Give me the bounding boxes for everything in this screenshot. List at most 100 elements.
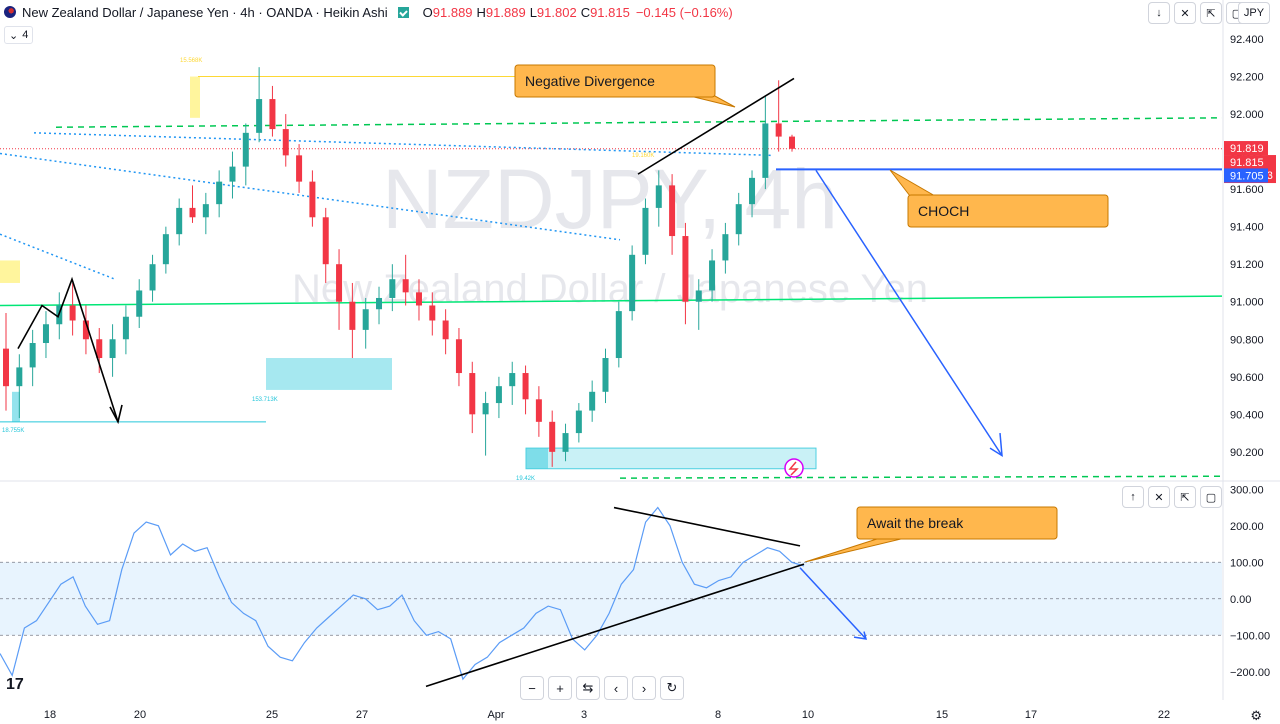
choch-tag-label: 91.705 <box>1230 170 1264 182</box>
candle-body <box>96 339 103 359</box>
candle-body <box>669 185 676 237</box>
price-tick-label: 91.400 <box>1230 222 1264 234</box>
price-tag-current: 91.819 <box>1230 143 1264 155</box>
candle-body <box>482 403 489 415</box>
candle <box>16 354 23 419</box>
gear-icon[interactable]: ⚙ <box>1250 708 1262 723</box>
candle <box>762 95 769 190</box>
candle-body <box>575 410 582 434</box>
candle <box>402 254 409 306</box>
symbol-title[interactable]: New Zealand Dollar / Japanese Yen · 4h ·… <box>22 4 388 20</box>
reset-chart-button[interactable]: ↻ <box>660 676 684 700</box>
low-volume-label: 19.42K <box>516 476 535 482</box>
candle <box>442 309 449 355</box>
time-tick-label: 22 <box>1158 709 1170 721</box>
candle <box>629 245 636 321</box>
move-up-button[interactable]: ↑ <box>1122 486 1144 508</box>
candle-body <box>589 391 596 411</box>
price-tick-label: 91.200 <box>1230 259 1264 271</box>
candle <box>296 144 303 193</box>
oscillator-arrow <box>799 567 867 640</box>
zoom-out-button[interactable]: − <box>520 676 544 700</box>
chevron-down-icon: ⌄ <box>9 29 19 42</box>
choch-note <box>907 194 1109 228</box>
choch-note-pointer <box>889 169 937 197</box>
candle-body <box>349 301 356 330</box>
indicators-toggle[interactable]: ⌄ 4 <box>4 26 34 44</box>
ohlc-high: 91.889 <box>485 4 526 20</box>
candle-body <box>362 309 369 330</box>
candle <box>482 391 489 456</box>
candle <box>149 254 156 302</box>
candle <box>82 305 89 355</box>
candle <box>655 170 662 227</box>
candle <box>336 249 343 330</box>
time-tick-label: 18 <box>44 709 56 721</box>
tradingview-logo[interactable]: 17 <box>6 676 24 693</box>
candle <box>242 123 249 186</box>
candle <box>322 207 329 283</box>
candle-body <box>122 316 129 340</box>
dotted-trendline-3 <box>0 233 116 280</box>
low-zone <box>525 447 817 470</box>
market-open-icon <box>397 6 409 18</box>
trend-green-line <box>0 295 1223 307</box>
candle <box>309 170 316 227</box>
currency-selector[interactable]: JPY <box>1238 2 1270 24</box>
candle <box>495 376 502 419</box>
candle-body <box>3 348 9 387</box>
maximize-indicator-button[interactable]: ▢ <box>1200 486 1222 508</box>
dotted-trendline-2 <box>0 152 621 241</box>
reset-scale-button[interactable]: ⇆ <box>576 676 600 700</box>
candle-body <box>709 260 716 291</box>
scroll-left-button[interactable]: ‹ <box>604 676 628 700</box>
candle-body <box>615 311 622 359</box>
candle-body <box>695 290 702 302</box>
oscillator-divergence-line <box>613 506 801 547</box>
candle <box>535 386 542 437</box>
oscillator-band <box>0 562 1222 636</box>
zoom-in-button[interactable]: + <box>548 676 572 700</box>
candle <box>376 286 383 325</box>
candle-body <box>376 297 383 310</box>
zoom-controls: − + ⇆ ‹ › ↻ <box>520 676 684 700</box>
candle-body <box>189 207 196 218</box>
candle <box>575 403 582 443</box>
time-tick-label: 15 <box>936 709 948 721</box>
oscillator-arrowhead <box>853 631 868 640</box>
dotted-trendline-1 <box>33 132 773 157</box>
candle-body <box>216 181 223 205</box>
candle <box>389 264 396 312</box>
candle-body <box>642 207 649 255</box>
choch-note-text: CHOCH <box>918 203 969 219</box>
move-down-button[interactable]: ↓ <box>1148 2 1170 24</box>
candle-body <box>402 279 409 293</box>
candle-body <box>16 367 23 387</box>
price-tick-label: 90.800 <box>1230 334 1264 346</box>
candle-body <box>229 166 236 182</box>
candle <box>29 329 36 387</box>
ohlc-low: 91.802 <box>536 4 577 20</box>
close-indicator-button[interactable]: ✕ <box>1148 486 1170 508</box>
candle-body <box>309 181 316 218</box>
candle <box>162 226 169 274</box>
candle <box>775 80 782 152</box>
candle <box>415 279 422 321</box>
close-pane-button[interactable]: ✕ <box>1174 2 1196 24</box>
candle <box>602 348 609 404</box>
collapse-pane-button[interactable]: ⇱ <box>1200 2 1222 24</box>
scroll-right-button[interactable]: › <box>632 676 656 700</box>
candle <box>522 365 529 415</box>
price-tick-label: 90.400 <box>1230 409 1264 421</box>
oscillator-tick-label: 100.00 <box>1230 557 1264 569</box>
candle <box>749 170 756 218</box>
oscillator-tick-label: −100.00 <box>1230 630 1270 642</box>
candle <box>789 134 795 152</box>
candle <box>509 361 516 405</box>
resistance-dashed-line <box>55 117 1223 128</box>
candle-body <box>629 254 636 312</box>
candle <box>122 305 129 355</box>
candle <box>562 423 569 462</box>
collapse-indicator-button[interactable]: ⇱ <box>1174 486 1196 508</box>
